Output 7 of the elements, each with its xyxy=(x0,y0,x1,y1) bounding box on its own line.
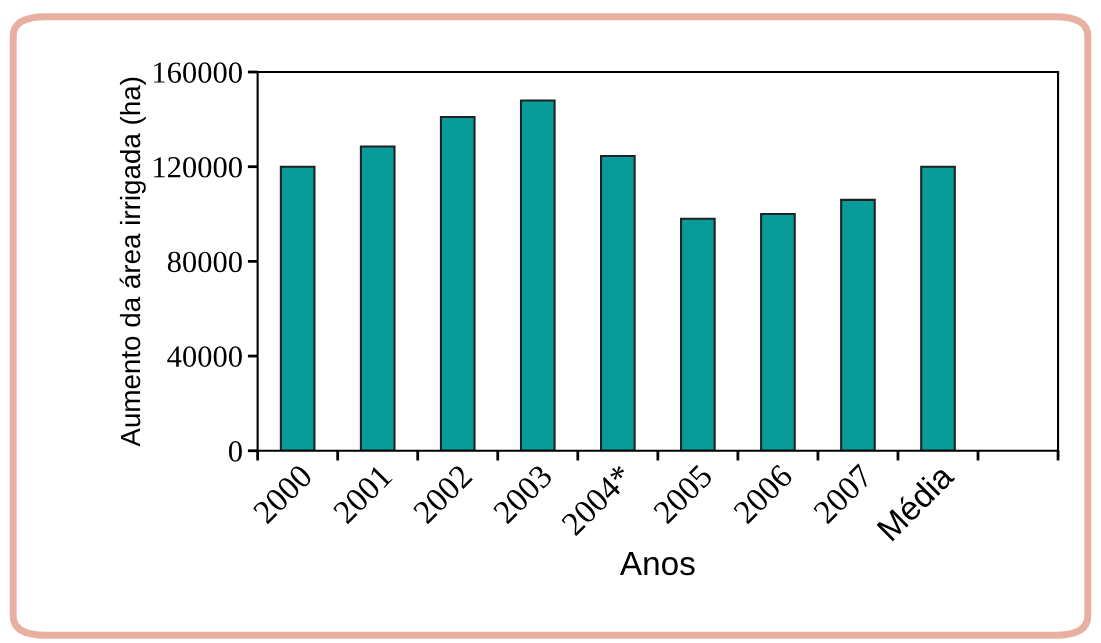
y-tick-label: 160000 xyxy=(154,62,242,83)
y-axis-title: Aumento da área irrigada (ha) xyxy=(119,77,146,447)
y-tick-label: 80000 xyxy=(167,251,242,273)
x-axis-title: Anos xyxy=(619,552,695,576)
y-tick-label: 0 xyxy=(228,441,242,462)
y-tick-label: 40000 xyxy=(167,346,242,367)
y-tick-label: 120000 xyxy=(154,156,242,178)
